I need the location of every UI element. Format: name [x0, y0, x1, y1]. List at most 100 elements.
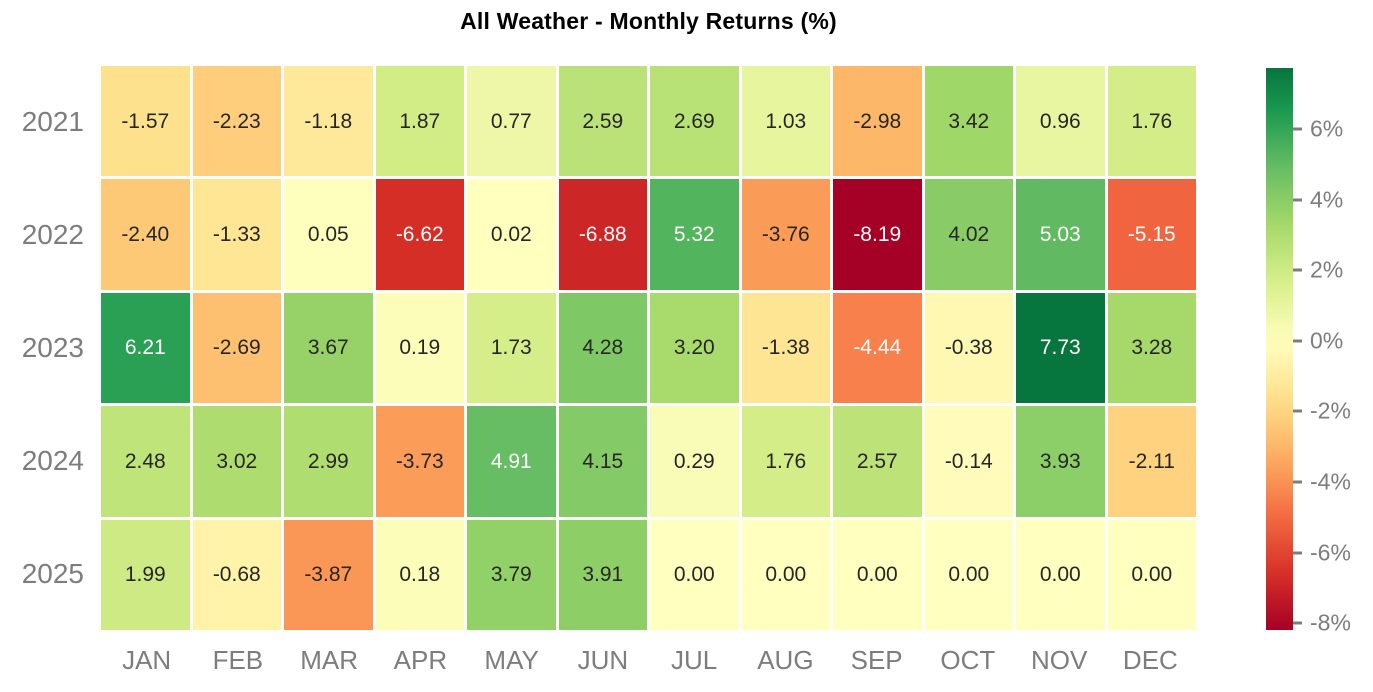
colorbar-tick-mark	[1293, 480, 1302, 484]
heatmap-cell: -3.87	[284, 519, 373, 630]
heatmap-cell: -2.23	[192, 66, 281, 177]
colorbar	[1266, 68, 1293, 630]
heatmap-cell: 0.00	[833, 519, 922, 630]
colorbar-tick-label: 6%	[1310, 115, 1344, 142]
heatmap-cell: 0.77	[467, 66, 556, 177]
heatmap-cell: -1.38	[741, 292, 830, 404]
x-tick-label: MAR	[300, 644, 359, 675]
colorbar-tick: -6%	[1293, 541, 1351, 564]
x-tick-label: OCT	[940, 644, 996, 675]
heatmap-cell: 0.05	[284, 179, 373, 290]
y-tick-label: 2025	[21, 557, 84, 589]
heatmap-cell: 1.73	[467, 292, 556, 404]
heatmap-cell: 0.02	[467, 179, 556, 290]
heatmap-cell: 1.03	[741, 66, 830, 177]
colorbar-tick-container: 6% 4% 2% 0% -2% -4% -6% -8%	[1293, 68, 1373, 634]
heatmap-cell: 0.96	[1016, 66, 1105, 177]
colorbar-tick: -4%	[1293, 468, 1351, 495]
heatmap-cell: -2.69	[192, 292, 281, 404]
colorbar-tick-label: -2%	[1310, 397, 1351, 424]
colorbar-tick-mark	[1293, 198, 1302, 202]
y-tick-label: 2023	[21, 331, 84, 363]
heatmap-cell: -2.11	[1107, 406, 1196, 517]
heatmap-cell: 4.15	[558, 406, 647, 517]
heatmap-cell: 3.67	[284, 292, 373, 404]
heatmap-cell: -8.19	[833, 179, 922, 290]
heatmap-cell: 0.19	[375, 292, 464, 404]
heatmap-cell: 1.87	[375, 66, 464, 177]
x-axis: JAN FEB MAR APR MAY JUN JUL AUG SEP OCT NOV DEC	[101, 640, 1196, 680]
heatmap-cell: -0.14	[924, 406, 1013, 517]
heatmap-cell: 2.69	[650, 66, 739, 177]
colorbar-tick: -8%	[1293, 609, 1351, 636]
colorbar-tick-mark	[1293, 551, 1302, 555]
heatmap-cell: 3.79	[467, 519, 556, 630]
heatmap-cell: 0.00	[1016, 519, 1105, 630]
x-tick-label: DEC	[1122, 644, 1178, 675]
heatmap-cell: 0.00	[1107, 519, 1196, 630]
heatmap-cell: 3.91	[558, 519, 647, 630]
heatmap-cell: 1.76	[741, 406, 830, 517]
x-tick-label: MAY	[484, 644, 539, 675]
heatmap-cell: 3.20	[650, 292, 739, 404]
y-tick-label: 2022	[21, 219, 84, 251]
x-tick-label: SEP	[850, 644, 903, 675]
heatmap-cell: 2.99	[284, 406, 373, 517]
heatmap-cell: -0.38	[924, 292, 1013, 404]
heatmap-cell: -3.73	[375, 406, 464, 517]
heatmap-cell: -2.40	[101, 179, 190, 290]
heatmap-cell: 3.93	[1016, 406, 1105, 517]
heatmap-cell: 2.59	[558, 66, 647, 177]
heatmap-cell: 2.48	[101, 406, 190, 517]
heatmap-cell: 3.28	[1107, 292, 1196, 404]
heatmap-cell: -1.57	[101, 66, 190, 177]
heatmap-grid: -1.57 -2.23 -1.18 1.87 0.77 2.59 2.69 1.03 -2.98…	[101, 66, 1196, 630]
heatmap-cell: -6.62	[375, 179, 464, 290]
heatmap-cell: 4.02	[924, 179, 1013, 290]
x-tick-label: JUN	[577, 644, 629, 675]
colorbar-tick-label: 0%	[1310, 327, 1344, 354]
x-tick-label: FEB	[212, 644, 264, 675]
colorbar-tick-mark	[1293, 409, 1302, 413]
chart-title: All Weather - Monthly Returns (%)	[460, 8, 837, 34]
heatmap-cell: 1.76	[1107, 66, 1196, 177]
heatmap-cell: -5.15	[1107, 179, 1196, 290]
x-tick-label: APR	[393, 644, 448, 675]
colorbar-tick-mark	[1293, 621, 1302, 625]
colorbar-tick: 0%	[1293, 329, 1343, 352]
y-axis: 2021 2022 2023 2024 2025	[0, 66, 84, 630]
heatmap-cell: 0.00	[650, 519, 739, 630]
x-tick-label: AUG	[757, 644, 814, 675]
colorbar-tick-mark	[1293, 339, 1302, 343]
heatmap-cell: 7.73	[1016, 292, 1105, 404]
colorbar-tick-label: 4%	[1310, 186, 1344, 213]
heatmap-cell: -3.76	[741, 179, 830, 290]
y-tick-label: 2021	[21, 106, 84, 138]
heatmap-cell: 6.21	[101, 292, 190, 404]
heatmap-cell: 0.00	[924, 519, 1013, 630]
heatmap-cell: -2.98	[833, 66, 922, 177]
heatmap-cell: -6.88	[558, 179, 647, 290]
heatmap-cell: 0.18	[375, 519, 464, 630]
colorbar-tick-label: 2%	[1310, 256, 1344, 283]
colorbar-tick-label: -8%	[1310, 609, 1351, 636]
colorbar-tick-mark	[1293, 268, 1302, 272]
heatmap-cell: 4.91	[467, 406, 556, 517]
colorbar-tick: 6%	[1293, 115, 1344, 142]
heatmap-cell: -1.18	[284, 66, 373, 177]
heatmap-cell: 0.29	[650, 406, 739, 517]
colorbar-tick-label: -4%	[1310, 468, 1351, 495]
x-tick-label: JAN	[122, 644, 172, 675]
heatmap-cell: 5.32	[650, 179, 739, 290]
heatmap-cell: 0.00	[741, 519, 830, 630]
heatmap-cell: 1.99	[101, 519, 190, 630]
colorbar-tick: -2%	[1293, 397, 1351, 424]
heatmap-cell: -1.33	[192, 179, 281, 290]
x-tick-label: NOV	[1030, 644, 1088, 675]
heatmap-cell: 4.28	[558, 292, 647, 404]
heatmap-cell: 3.02	[192, 406, 281, 517]
heatmap-cell: -0.68	[192, 519, 281, 630]
heatmap-cell: 2.57	[833, 406, 922, 517]
colorbar-tick-label: -6%	[1310, 539, 1351, 566]
